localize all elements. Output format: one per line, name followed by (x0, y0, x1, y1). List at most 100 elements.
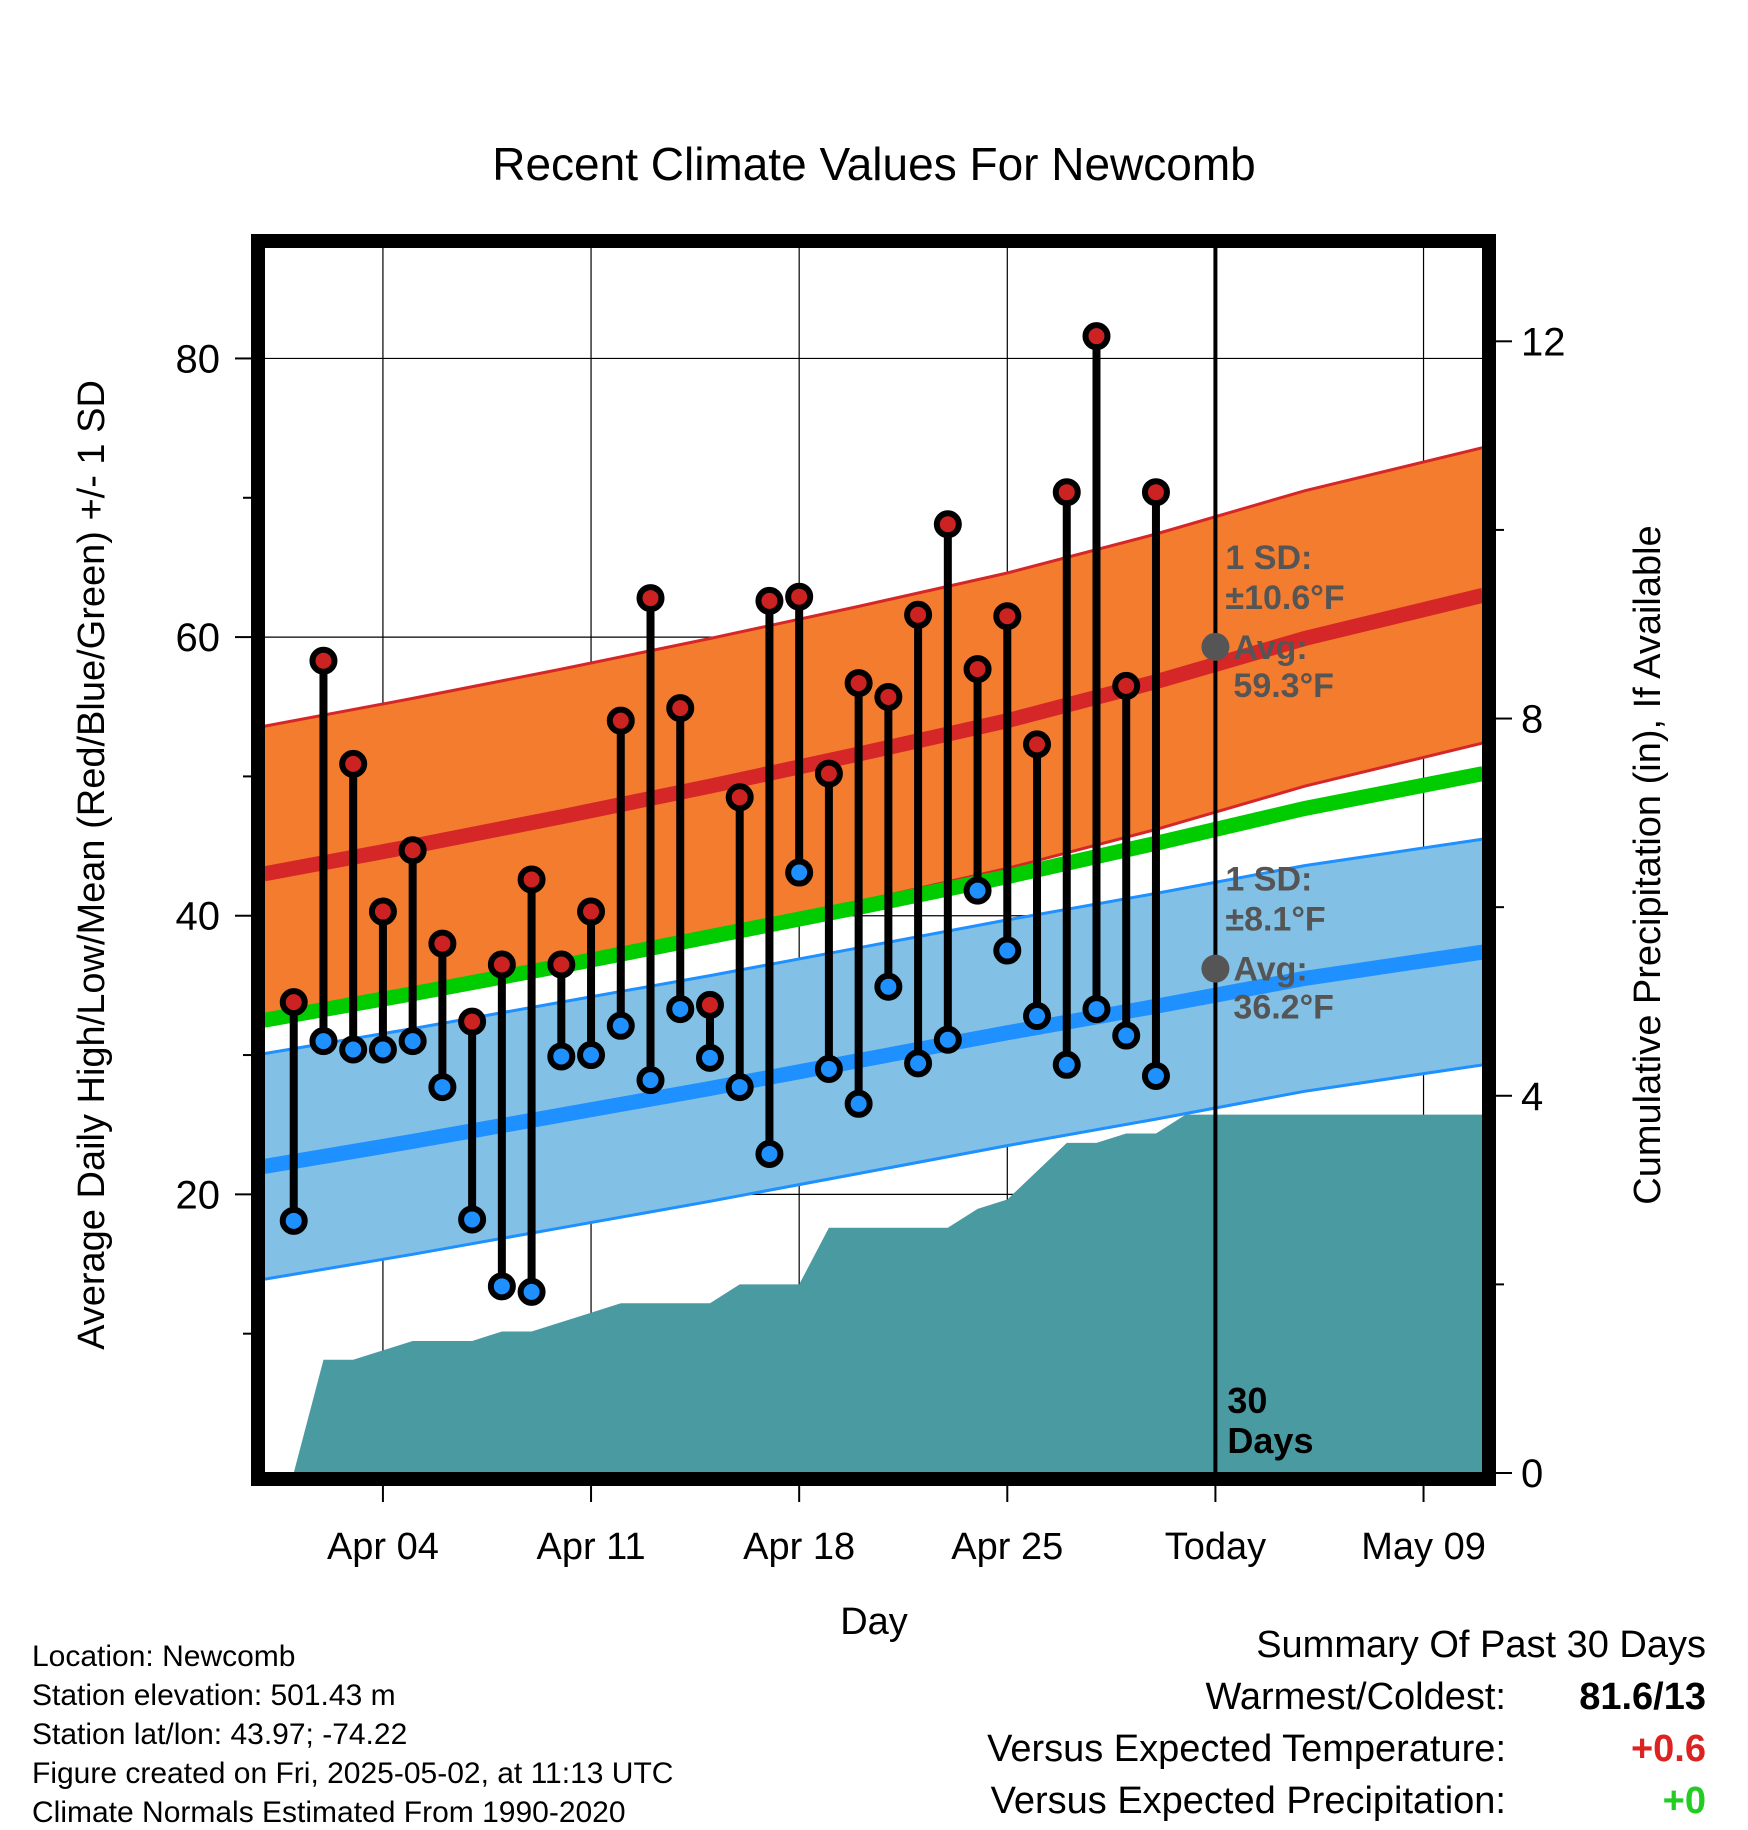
observed-low-point (1023, 1002, 1052, 1031)
observed-low-point (814, 1054, 843, 1083)
x-tick-label: Apr 25 (951, 1526, 1063, 1568)
observed-high-point (874, 682, 903, 711)
observed-high-point (428, 929, 457, 958)
observed-high-point (1023, 730, 1052, 759)
observed-high-point (309, 646, 338, 675)
summary-temp-label: Versus Expected Temperature: (987, 1728, 1506, 1770)
observed-low-point (577, 1041, 606, 1070)
observed-high-point (993, 602, 1022, 631)
latlon-text: Station lat/lon: 43.97; -74.22 (32, 1718, 408, 1751)
summary-warmest-row: Warmest/Coldest: 81.6/13 (1205, 1676, 1706, 1719)
y-axis-label: Average Daily High/Low/Mean (Red/Blue/Gr… (71, 380, 113, 1350)
observed-low-point (844, 1089, 873, 1118)
observed-low-point (695, 1043, 724, 1072)
observed-high-point (368, 897, 397, 926)
observed-high-point (904, 600, 933, 629)
summary-warmest-value: 81.6/13 (1579, 1676, 1706, 1718)
y2-tick-label: 12 (1521, 320, 1566, 364)
high-sd-label: ±10.6°F (1225, 579, 1344, 617)
y-tick-label: 40 (176, 895, 221, 939)
observed-low-point (666, 995, 695, 1024)
observed-low-point (636, 1066, 665, 1095)
observed-high-point (1112, 671, 1141, 700)
observed-high-point (1052, 478, 1081, 507)
observed-high-point (666, 694, 695, 723)
y2-tick-label: 4 (1521, 1075, 1543, 1119)
observed-low-point (1112, 1021, 1141, 1050)
observed-high-point (279, 988, 308, 1017)
observed-low-point (547, 1042, 576, 1071)
observed-low-point (933, 1025, 962, 1054)
observed-high-point (606, 706, 635, 735)
low-sd-label: 36.2°F (1233, 989, 1334, 1027)
summary-precip-row: Versus Expected Precipitation: +0 (991, 1780, 1706, 1823)
observed-high-point (695, 990, 724, 1019)
observed-low-point (993, 936, 1022, 965)
high-sd-label: Avg: (1233, 629, 1307, 667)
observed-low-point (606, 1011, 635, 1040)
low-lower-edge (264, 1063, 1483, 1281)
summary-precip-value: +0 (1662, 1780, 1706, 1822)
low-sd-label: ±8.1°F (1225, 901, 1325, 939)
y2-tick-label: 8 (1521, 698, 1543, 742)
plot-frame (251, 234, 1496, 1486)
observed-high-point (1082, 322, 1111, 351)
x-tick-label: Apr 18 (743, 1526, 855, 1568)
observed-low-point (1141, 1061, 1170, 1090)
today-high-normal-point (1201, 632, 1230, 661)
observed-high-point (933, 510, 962, 539)
observed-high-point (844, 669, 873, 698)
summary-warmest-label: Warmest/Coldest: (1205, 1676, 1506, 1718)
observed-low-point (963, 876, 992, 905)
y-tick-label: 20 (176, 1173, 221, 1217)
summary-precip-label: Versus Expected Precipitation: (990, 1780, 1506, 1822)
days-label: 30 (1227, 1380, 1267, 1421)
observed-low-point (428, 1073, 457, 1102)
precip-area (264, 1114, 1483, 1473)
chart-title: Recent Climate Values For Newcomb (492, 138, 1256, 190)
observed-high-point (725, 783, 754, 812)
observed-low-point (755, 1139, 784, 1168)
low-sd-label: 1 SD: (1225, 861, 1312, 899)
observed-low-point (904, 1049, 933, 1078)
observed-high-point (398, 836, 427, 865)
observed-high-point (1141, 478, 1170, 507)
observed-low-point (458, 1205, 487, 1234)
observed-high-point (547, 950, 576, 979)
observed-low-point (874, 972, 903, 1001)
today-low-normal-point (1201, 954, 1230, 983)
normals-text: Climate Normals Estimated From 1990-2020 (32, 1796, 626, 1829)
x-tick-label: Apr 11 (536, 1526, 645, 1568)
high-sd-label: 1 SD: (1225, 539, 1312, 577)
observed-high-point (517, 865, 546, 894)
high-sd-band (264, 447, 1483, 1022)
observed-high-point (339, 749, 368, 778)
low-sd-label: Avg: (1233, 951, 1307, 989)
observed-low-point (785, 858, 814, 887)
days-label: Days (1227, 1420, 1313, 1461)
x-tick-label: Apr 04 (327, 1526, 439, 1568)
observed-low-point (1082, 995, 1111, 1024)
observed-low-point (279, 1206, 308, 1235)
observed-high-point (785, 582, 814, 611)
y2-tick-label: 0 (1521, 1452, 1543, 1496)
observed-low-point (725, 1073, 754, 1102)
observed-high-point (755, 586, 784, 615)
observed-low-point (487, 1272, 516, 1301)
x-tick-label: Today (1165, 1526, 1266, 1568)
summary-temp-value: +0.6 (1630, 1728, 1706, 1770)
location-text: Location: Newcomb (32, 1640, 296, 1673)
observed-high-point (636, 584, 665, 613)
observed-high-point (963, 655, 992, 684)
observed-low-point (517, 1277, 546, 1306)
observed-high-point (487, 950, 516, 979)
observed-low-point (368, 1035, 397, 1064)
observed-low-point (309, 1027, 338, 1056)
observed-low-point (339, 1035, 368, 1064)
observed-high-point (814, 759, 843, 788)
observed-low-point (1052, 1050, 1081, 1079)
summary-title: Summary Of Past 30 Days (1256, 1624, 1706, 1666)
high-upper-edge (264, 446, 1483, 728)
